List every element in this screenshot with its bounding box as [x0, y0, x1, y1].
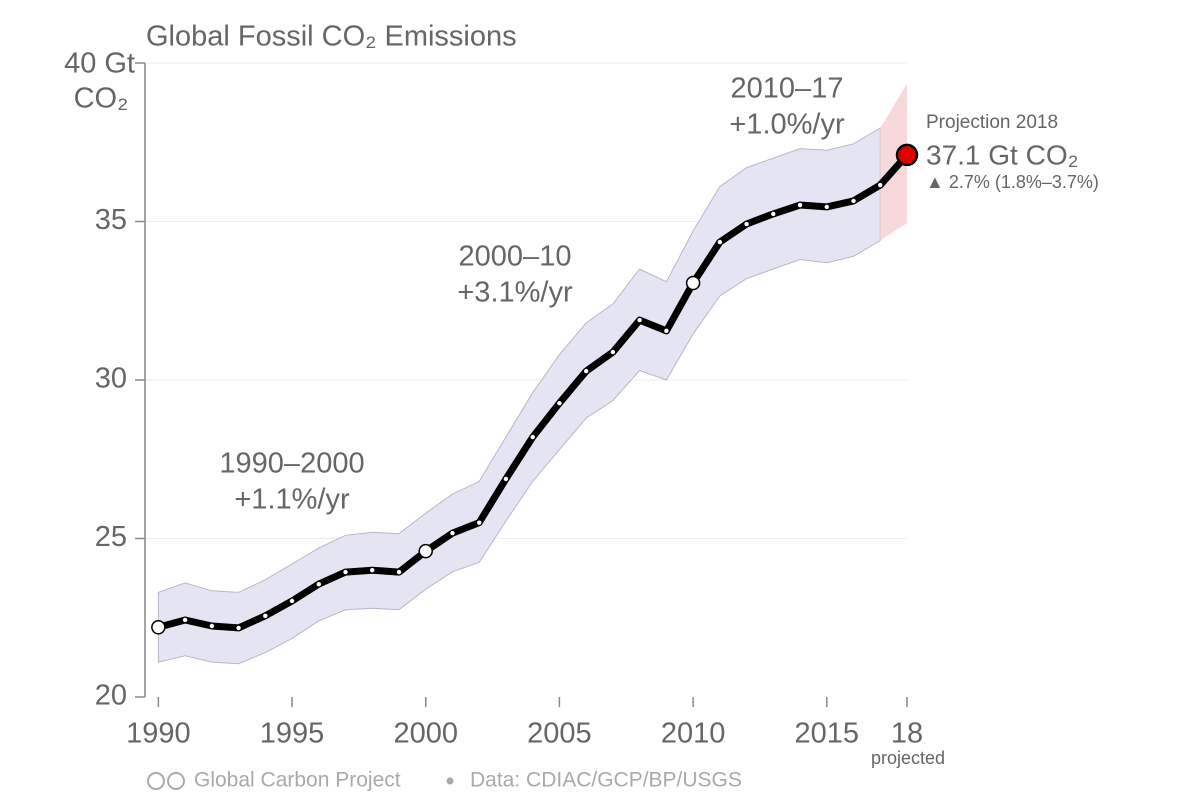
data-point — [289, 598, 295, 604]
x-tick-label: 1990 — [126, 718, 191, 750]
y-tick-label: 40 Gt — [64, 48, 135, 80]
data-point — [583, 368, 589, 374]
x-tick-label: 2010 — [661, 718, 726, 750]
data-point — [637, 317, 642, 323]
data-point — [477, 520, 482, 525]
footer: Global Carbon Project Data: CDIAC/GCP/BP… — [147, 769, 742, 792]
data-point — [685, 275, 701, 291]
data-point — [895, 143, 919, 167]
data-point — [503, 476, 509, 482]
y-tick-label: 20 — [95, 680, 127, 712]
x-tick-label: 2000 — [393, 718, 458, 750]
y-tick-label: 30 — [95, 363, 127, 395]
data-point — [797, 202, 803, 208]
annotation: 2010–17 — [731, 73, 844, 105]
projection-band — [880, 83, 907, 241]
annotation: 2000–10 — [459, 241, 572, 273]
annotation: +1.0%/yr — [729, 109, 845, 141]
data-point — [209, 623, 215, 629]
data-point — [744, 221, 749, 227]
data-point — [236, 625, 241, 631]
y-tick-label: 25 — [95, 521, 127, 553]
x-projected-label: projected — [871, 748, 945, 768]
data-point — [263, 613, 268, 619]
projection-title: Projection 2018 — [926, 112, 1058, 133]
footer-text: Data: CDIAC/GCP/BP/USGS — [470, 769, 742, 792]
data-point — [316, 581, 321, 587]
data-point — [557, 400, 562, 406]
x-tick-label: 18 — [891, 718, 923, 750]
data-point — [450, 530, 455, 536]
data-point — [343, 569, 348, 575]
x-tick-label: 1995 — [260, 718, 325, 750]
data-point — [370, 568, 375, 573]
data-point — [610, 349, 616, 355]
footer-text: Global Carbon Project — [194, 769, 401, 792]
data-point — [664, 328, 669, 334]
annotation: +1.1%/yr — [234, 484, 350, 516]
y-unit-label: CO₂ — [74, 83, 129, 115]
data-point — [878, 182, 883, 188]
footer-dot — [446, 777, 454, 785]
data-point — [151, 620, 166, 635]
data-point — [182, 617, 188, 623]
annotation: 1990–2000 — [219, 448, 364, 480]
data-point — [418, 543, 433, 559]
projection-change: ▲ 2.7% (1.8%–3.7%) — [926, 172, 1099, 192]
by-icon — [167, 772, 185, 790]
x-tick-label: 2005 — [527, 718, 592, 750]
data-point — [396, 569, 402, 575]
data-point — [717, 239, 723, 245]
y-tick-label: 35 — [95, 204, 127, 236]
data-point — [530, 434, 535, 440]
data-point — [824, 204, 829, 210]
value-label: 37.1 Gt CO₂ — [926, 139, 1078, 170]
data-point — [771, 211, 776, 217]
annotation: +3.1%/yr — [457, 277, 573, 309]
uncertainty-band — [157, 127, 881, 665]
data-point — [851, 198, 856, 204]
cc-icon — [147, 772, 165, 790]
chart-title: Global Fossil CO₂ Emissions — [146, 21, 517, 53]
x-tick-label: 2015 — [795, 718, 860, 750]
